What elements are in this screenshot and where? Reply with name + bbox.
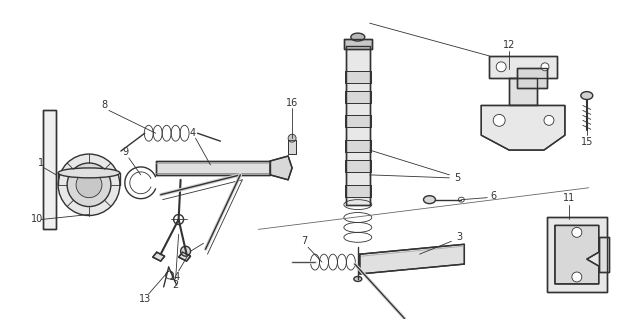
Text: 13: 13 xyxy=(139,294,151,304)
Text: 6: 6 xyxy=(490,191,496,201)
Polygon shape xyxy=(156,161,270,175)
Polygon shape xyxy=(598,237,609,272)
Polygon shape xyxy=(178,252,190,261)
Text: 14: 14 xyxy=(168,272,181,282)
Circle shape xyxy=(541,63,549,71)
Text: 1: 1 xyxy=(38,158,44,168)
Polygon shape xyxy=(555,225,598,284)
Polygon shape xyxy=(547,218,607,292)
Polygon shape xyxy=(345,140,370,152)
Text: 15: 15 xyxy=(581,137,593,147)
Polygon shape xyxy=(509,78,537,106)
Polygon shape xyxy=(270,156,292,180)
Circle shape xyxy=(493,114,505,126)
Polygon shape xyxy=(43,110,56,229)
Ellipse shape xyxy=(354,276,362,281)
Polygon shape xyxy=(345,91,370,102)
Text: 7: 7 xyxy=(301,236,307,246)
Circle shape xyxy=(174,214,183,224)
Ellipse shape xyxy=(423,196,435,204)
Text: 16: 16 xyxy=(286,99,298,108)
Polygon shape xyxy=(345,116,370,127)
Ellipse shape xyxy=(581,92,593,100)
Text: 2: 2 xyxy=(173,280,179,290)
Polygon shape xyxy=(344,39,372,49)
Polygon shape xyxy=(517,68,547,88)
Polygon shape xyxy=(346,46,370,204)
Circle shape xyxy=(288,134,296,142)
Polygon shape xyxy=(360,244,464,274)
Polygon shape xyxy=(345,160,370,172)
Circle shape xyxy=(572,272,582,282)
Ellipse shape xyxy=(76,172,102,198)
Text: 5: 5 xyxy=(454,173,461,183)
Circle shape xyxy=(496,62,506,72)
Text: 8: 8 xyxy=(102,100,108,110)
Ellipse shape xyxy=(67,163,111,207)
Polygon shape xyxy=(152,252,164,261)
Polygon shape xyxy=(345,185,370,197)
Polygon shape xyxy=(345,71,370,83)
Polygon shape xyxy=(288,140,296,154)
Ellipse shape xyxy=(58,168,120,178)
Ellipse shape xyxy=(58,154,120,215)
Text: 9: 9 xyxy=(123,147,129,157)
Text: 11: 11 xyxy=(563,193,575,203)
Circle shape xyxy=(181,246,190,256)
Circle shape xyxy=(572,228,582,237)
Text: 3: 3 xyxy=(456,232,462,242)
Polygon shape xyxy=(481,106,565,150)
Ellipse shape xyxy=(351,33,365,41)
Polygon shape xyxy=(490,56,557,78)
Text: 10: 10 xyxy=(31,214,43,224)
Circle shape xyxy=(544,116,554,125)
Text: 12: 12 xyxy=(503,40,515,50)
Text: 4: 4 xyxy=(190,128,195,138)
